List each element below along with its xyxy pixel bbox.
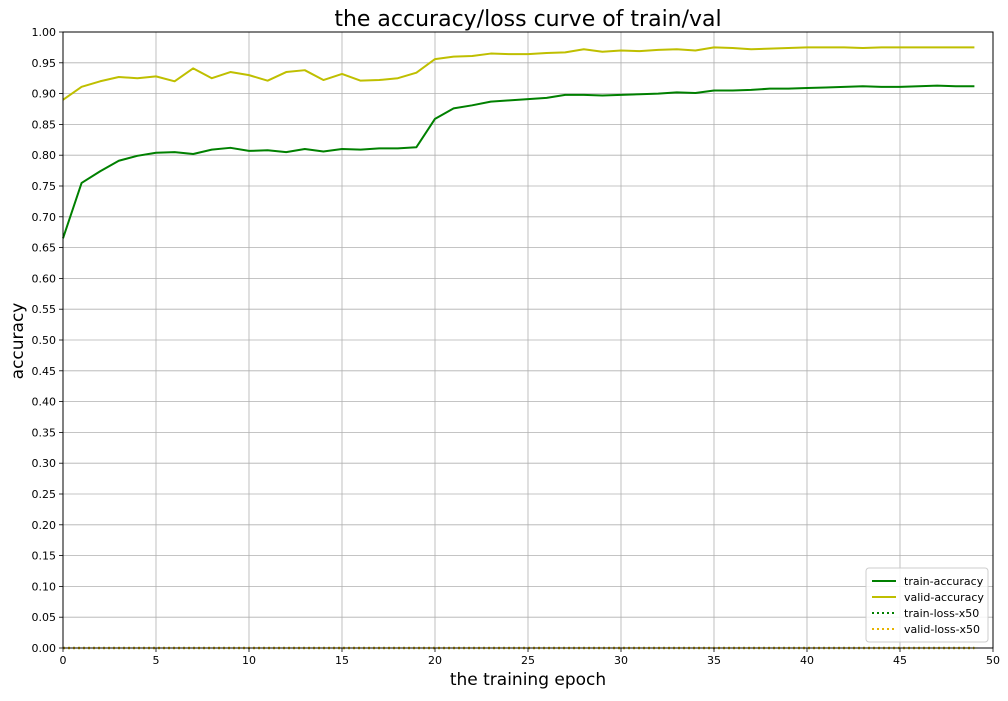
y-tick-label: 0.15 xyxy=(32,550,57,563)
x-tick-label: 20 xyxy=(428,654,442,667)
legend-entry: train-accuracy xyxy=(904,575,984,588)
x-tick-label: 15 xyxy=(335,654,349,667)
tick-labels: 0 5 10 15 20 25 30 35 40 45 50 0.00 0.05 0.10 0.15 0.20… xyxy=(32,26,1001,667)
y-tick-label: 0.75 xyxy=(32,180,57,193)
y-tick-label: 0.05 xyxy=(32,611,57,624)
legend-entry: valid-accuracy xyxy=(904,591,984,604)
x-tick-label: 0 xyxy=(60,654,67,667)
y-tick-label: 0.10 xyxy=(32,580,57,593)
legend: train-accuracy valid-accuracy train-loss-x… xyxy=(865,567,989,643)
y-tick-label: 0.35 xyxy=(32,426,57,439)
y-tick-label: 0.30 xyxy=(32,457,57,470)
y-tick-label: 0.95 xyxy=(32,57,57,70)
x-tick-label: 40 xyxy=(800,654,814,667)
y-tick-label: 0.85 xyxy=(32,118,57,131)
y-tick-label: 0.25 xyxy=(32,488,57,501)
x-tick-label: 5 xyxy=(153,654,160,667)
x-tick-label: 50 xyxy=(986,654,1000,667)
y-tick-label: 0.80 xyxy=(32,149,57,162)
x-tick-label: 35 xyxy=(707,654,721,667)
x-tick-label: 25 xyxy=(521,654,535,667)
y-tick-label: 0.90 xyxy=(32,88,57,101)
legend-entry: valid-loss-x50 xyxy=(904,623,980,636)
y-tick-label: 0.45 xyxy=(32,365,57,378)
series-line-valid-accuracy xyxy=(62,46,975,101)
y-tick-label: 0.40 xyxy=(32,396,57,409)
grid-lines xyxy=(62,31,994,649)
series-line-train-accuracy xyxy=(62,84,975,239)
y-tick-label: 0.55 xyxy=(32,303,57,316)
y-tick-label: 0.70 xyxy=(32,211,57,224)
y-tick-label: 1.00 xyxy=(32,26,57,39)
legend-box xyxy=(865,567,989,643)
legend-entry: train-loss-x50 xyxy=(904,607,979,620)
x-tick-label: 45 xyxy=(893,654,907,667)
y-tick-label: 0.20 xyxy=(32,519,57,532)
series-lines xyxy=(62,46,975,650)
y-tick-label: 0.65 xyxy=(32,242,57,255)
y-tick-label: 0.60 xyxy=(32,272,57,285)
x-axis-label: the training epoch xyxy=(450,670,606,690)
x-tick-label: 10 xyxy=(242,654,256,667)
chart-title: the accuracy/loss curve of train/val xyxy=(334,7,721,32)
x-tick-label: 30 xyxy=(614,654,628,667)
y-tick-label: 0.00 xyxy=(32,642,57,655)
y-tick-label: 0.50 xyxy=(32,334,57,347)
y-axis-label: accuracy xyxy=(8,303,28,380)
